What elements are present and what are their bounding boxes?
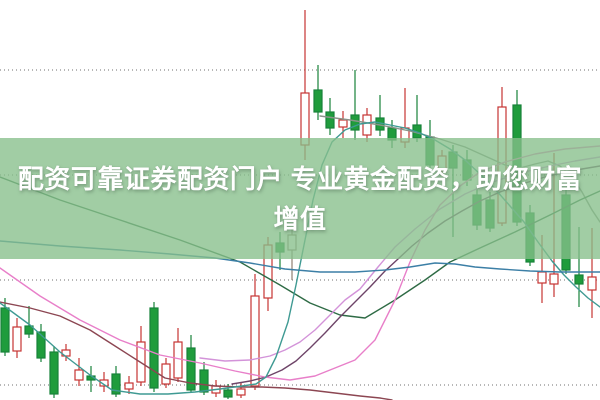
candle-body <box>186 347 196 391</box>
candle-body <box>537 271 547 284</box>
candle-body <box>263 244 273 299</box>
candle-up <box>338 111 348 138</box>
candle-up <box>587 228 597 318</box>
candle-body <box>437 155 447 171</box>
candle-up <box>74 358 84 386</box>
candle-body <box>111 373 121 395</box>
candle-body <box>24 325 34 335</box>
candle-down <box>561 189 571 274</box>
candle-up <box>263 237 273 311</box>
candle-body <box>325 111 335 129</box>
candle-body <box>149 307 159 389</box>
candle-body <box>448 151 458 169</box>
candle-up <box>161 358 171 388</box>
candle-body <box>36 331 46 359</box>
candle-down <box>574 227 584 307</box>
candle-body <box>512 104 522 223</box>
candle-body <box>49 351 59 395</box>
candle-body <box>525 212 535 263</box>
candle-down <box>350 70 360 140</box>
candles <box>0 10 597 399</box>
candle-down <box>36 324 46 362</box>
candle-up <box>497 87 507 226</box>
candle-down <box>375 95 385 136</box>
candle-body <box>236 388 246 396</box>
candle-up <box>400 88 410 148</box>
candle-body <box>173 341 183 379</box>
candle-down <box>86 366 96 392</box>
candle-body <box>124 382 134 390</box>
candle-up <box>362 108 372 142</box>
candle-up <box>300 10 310 160</box>
candle-up <box>250 274 260 390</box>
ma-line-wine <box>0 301 393 400</box>
candle-body <box>462 159 472 181</box>
candle-down <box>49 346 59 398</box>
candle-body <box>199 369 209 393</box>
candle-body <box>362 114 372 136</box>
candle-body <box>425 136 435 166</box>
candle-neutral <box>287 228 297 280</box>
candle-up <box>12 318 22 358</box>
ma-line-gray <box>319 115 600 223</box>
candle-body <box>161 363 171 385</box>
candle-body <box>387 127 397 141</box>
candle-up <box>173 328 183 382</box>
gridlines <box>0 69 600 386</box>
candle-body <box>275 242 285 253</box>
candle-down <box>24 306 34 338</box>
ma-lines <box>0 115 600 400</box>
candle-up <box>136 326 146 386</box>
candle-body <box>485 199 495 229</box>
candle-body <box>0 307 10 353</box>
candle-down <box>325 98 335 135</box>
candle-down <box>149 302 159 392</box>
candle-down <box>448 145 458 237</box>
candle-body <box>338 119 348 128</box>
candle-body <box>587 276 597 291</box>
candle-body <box>574 274 584 285</box>
candle-down <box>275 232 285 270</box>
candle-body <box>287 234 297 251</box>
ma-line-teal <box>0 121 600 395</box>
candle-body <box>300 92 310 146</box>
candle-down <box>199 362 209 395</box>
candle-body <box>250 295 260 387</box>
ma-line-violet <box>199 156 600 362</box>
candle-up <box>537 235 547 303</box>
candle-up <box>99 372 109 392</box>
candle-body <box>74 369 84 381</box>
candle-body <box>12 326 22 352</box>
candle-down <box>425 120 435 170</box>
candle-down <box>472 185 482 230</box>
candle-down <box>313 65 323 120</box>
candle-body <box>549 273 559 285</box>
candle-down <box>0 298 10 356</box>
candle-down <box>111 366 121 397</box>
candle-body <box>472 194 482 226</box>
candle-body <box>223 389 233 398</box>
candle-body <box>313 89 323 113</box>
candle-up <box>437 150 447 176</box>
candle-body <box>350 114 360 131</box>
candle-body <box>99 379 109 387</box>
candle-up <box>124 376 134 394</box>
candle-down <box>412 95 422 142</box>
